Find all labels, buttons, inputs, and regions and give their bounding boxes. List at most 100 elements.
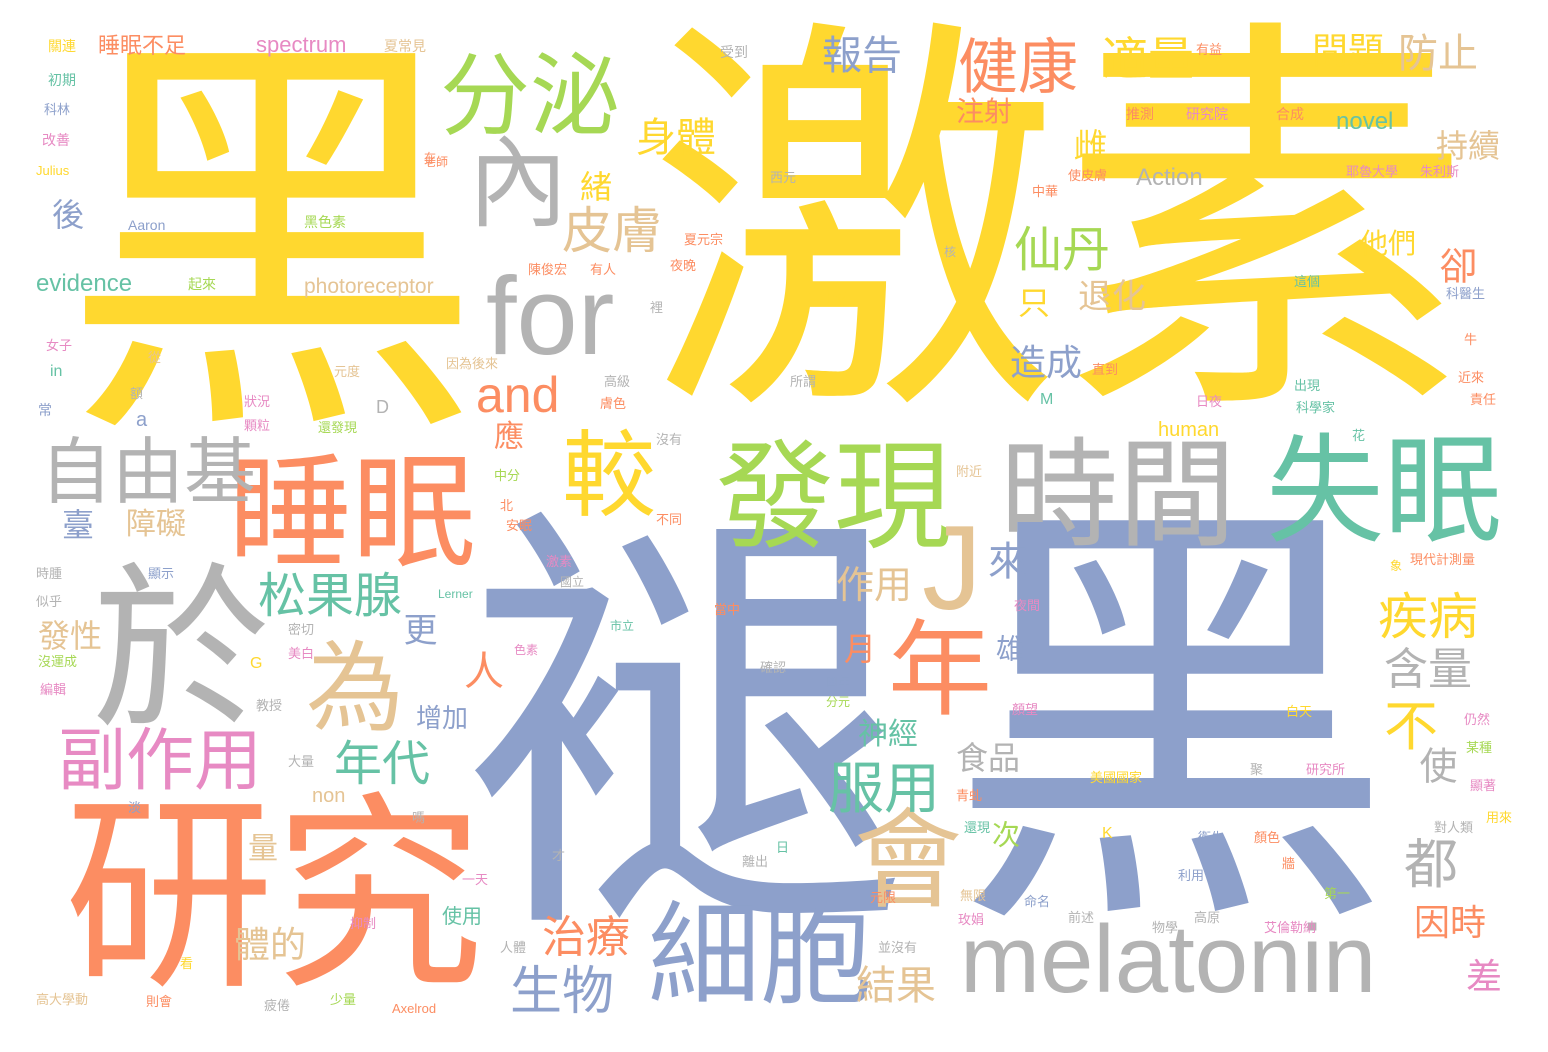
word: for xyxy=(486,255,615,378)
word: 含量 xyxy=(1384,644,1472,695)
word: 離出 xyxy=(742,855,769,870)
word: 分泌 xyxy=(440,44,620,149)
word: 夜間 xyxy=(1014,599,1041,614)
word: 所謂 xyxy=(790,375,817,390)
word: 時間 xyxy=(1000,426,1237,564)
word: 抑制 xyxy=(350,917,377,932)
word: 後 xyxy=(47,198,85,230)
word: novel xyxy=(1336,108,1394,135)
word: melatonin xyxy=(960,906,1377,1013)
word: 差 xyxy=(1466,957,1503,998)
word: 應 xyxy=(488,420,523,450)
word: evidence xyxy=(36,270,133,297)
word: 對人類 xyxy=(1434,821,1474,836)
word: a xyxy=(136,409,148,431)
word: 激素 xyxy=(648,0,1472,467)
word: 松果腺 xyxy=(258,568,403,624)
word: 都 xyxy=(1404,833,1458,896)
word: 結果 xyxy=(856,963,936,1009)
word: human xyxy=(1158,419,1220,441)
word: 因為後來 xyxy=(446,357,499,372)
word: 日夜 xyxy=(1196,395,1223,410)
word: Aaron xyxy=(128,217,166,233)
word: 量 xyxy=(242,832,277,862)
word: 中華 xyxy=(1032,185,1059,200)
word: 元限 xyxy=(870,891,897,906)
word: 睡眠 xyxy=(228,442,477,586)
word: 象 xyxy=(1390,559,1403,573)
word: 老師 xyxy=(424,155,449,169)
word: 他們 xyxy=(1360,227,1417,260)
word: K xyxy=(1102,825,1113,842)
word: 身體 xyxy=(636,115,716,161)
word: 適量 xyxy=(1102,32,1194,86)
word: 失眠 xyxy=(1266,422,1503,560)
word: 艾倫勒納 xyxy=(1264,921,1317,936)
word: 黑 xyxy=(948,465,1394,984)
word: 使 xyxy=(1413,746,1457,784)
word: 有益 xyxy=(1196,43,1223,58)
word: 高大學動 xyxy=(36,993,89,1008)
word: 似乎 xyxy=(36,595,63,610)
word: 從 xyxy=(148,351,162,366)
word: 沒有 xyxy=(656,433,683,448)
word: 因時 xyxy=(1414,903,1487,944)
word: 四年 xyxy=(826,675,851,689)
word: 障礙 xyxy=(126,507,186,542)
word: 激素 xyxy=(546,555,573,570)
word: 還發現 xyxy=(318,421,358,436)
word: 陳俊宏 xyxy=(528,263,568,278)
word: 嗎 xyxy=(412,811,426,826)
word: 造成 xyxy=(1010,343,1083,384)
word: 狀況 xyxy=(244,395,271,410)
word: 疾病 xyxy=(1378,588,1478,646)
word: 注射 xyxy=(956,95,1013,128)
word: 睡眠不足 xyxy=(98,34,187,59)
word: 緒 xyxy=(575,170,613,202)
word: 分元 xyxy=(826,695,851,709)
word: 受到 xyxy=(720,45,748,61)
word: 不 xyxy=(1384,695,1438,758)
word: 月 xyxy=(839,632,877,664)
word: 教授 xyxy=(256,699,283,714)
word: photoreceptor xyxy=(304,275,434,298)
word: 沒運成 xyxy=(38,655,78,670)
word: 利用 xyxy=(1178,869,1205,884)
word: 出現 xyxy=(1294,379,1321,394)
word: 仍然 xyxy=(1464,713,1491,728)
word: 夏元宗 xyxy=(684,233,724,248)
word: 起來 xyxy=(188,277,216,293)
word: 無限 xyxy=(960,889,987,904)
word: 改善 xyxy=(42,133,70,149)
word: 黑色素 xyxy=(304,215,346,231)
word: 服用 xyxy=(828,757,940,822)
word: 夜晚 xyxy=(670,259,697,274)
word: 科學家 xyxy=(1296,401,1336,416)
word: 關連 xyxy=(48,39,76,55)
word: 科醫生 xyxy=(1446,287,1486,302)
word: 玫娟 xyxy=(958,913,985,928)
word: 少量 xyxy=(330,993,357,1008)
word: 並沒有 xyxy=(878,941,918,956)
word: 在 xyxy=(424,151,437,165)
word: 科林 xyxy=(44,103,71,118)
word: 顆粒 xyxy=(244,419,271,434)
word: 只 xyxy=(1013,286,1051,318)
word: 治療 xyxy=(542,912,630,963)
word: 美白 xyxy=(288,647,315,662)
word: 顏色 xyxy=(1254,831,1281,846)
word: 聚 xyxy=(1250,763,1264,778)
word: 報告 xyxy=(822,33,902,79)
word: 人體 xyxy=(500,941,527,956)
word: 發性 xyxy=(38,617,103,655)
word: G xyxy=(250,655,263,672)
word: D xyxy=(376,397,389,417)
word: 這個 xyxy=(1294,275,1321,290)
word: 發現 xyxy=(716,428,953,566)
word: 顯示 xyxy=(148,567,175,582)
word: 責任 xyxy=(1470,393,1497,408)
word: 附近 xyxy=(956,465,983,480)
word: 物學 xyxy=(1152,921,1179,936)
word: 人 xyxy=(457,650,503,690)
